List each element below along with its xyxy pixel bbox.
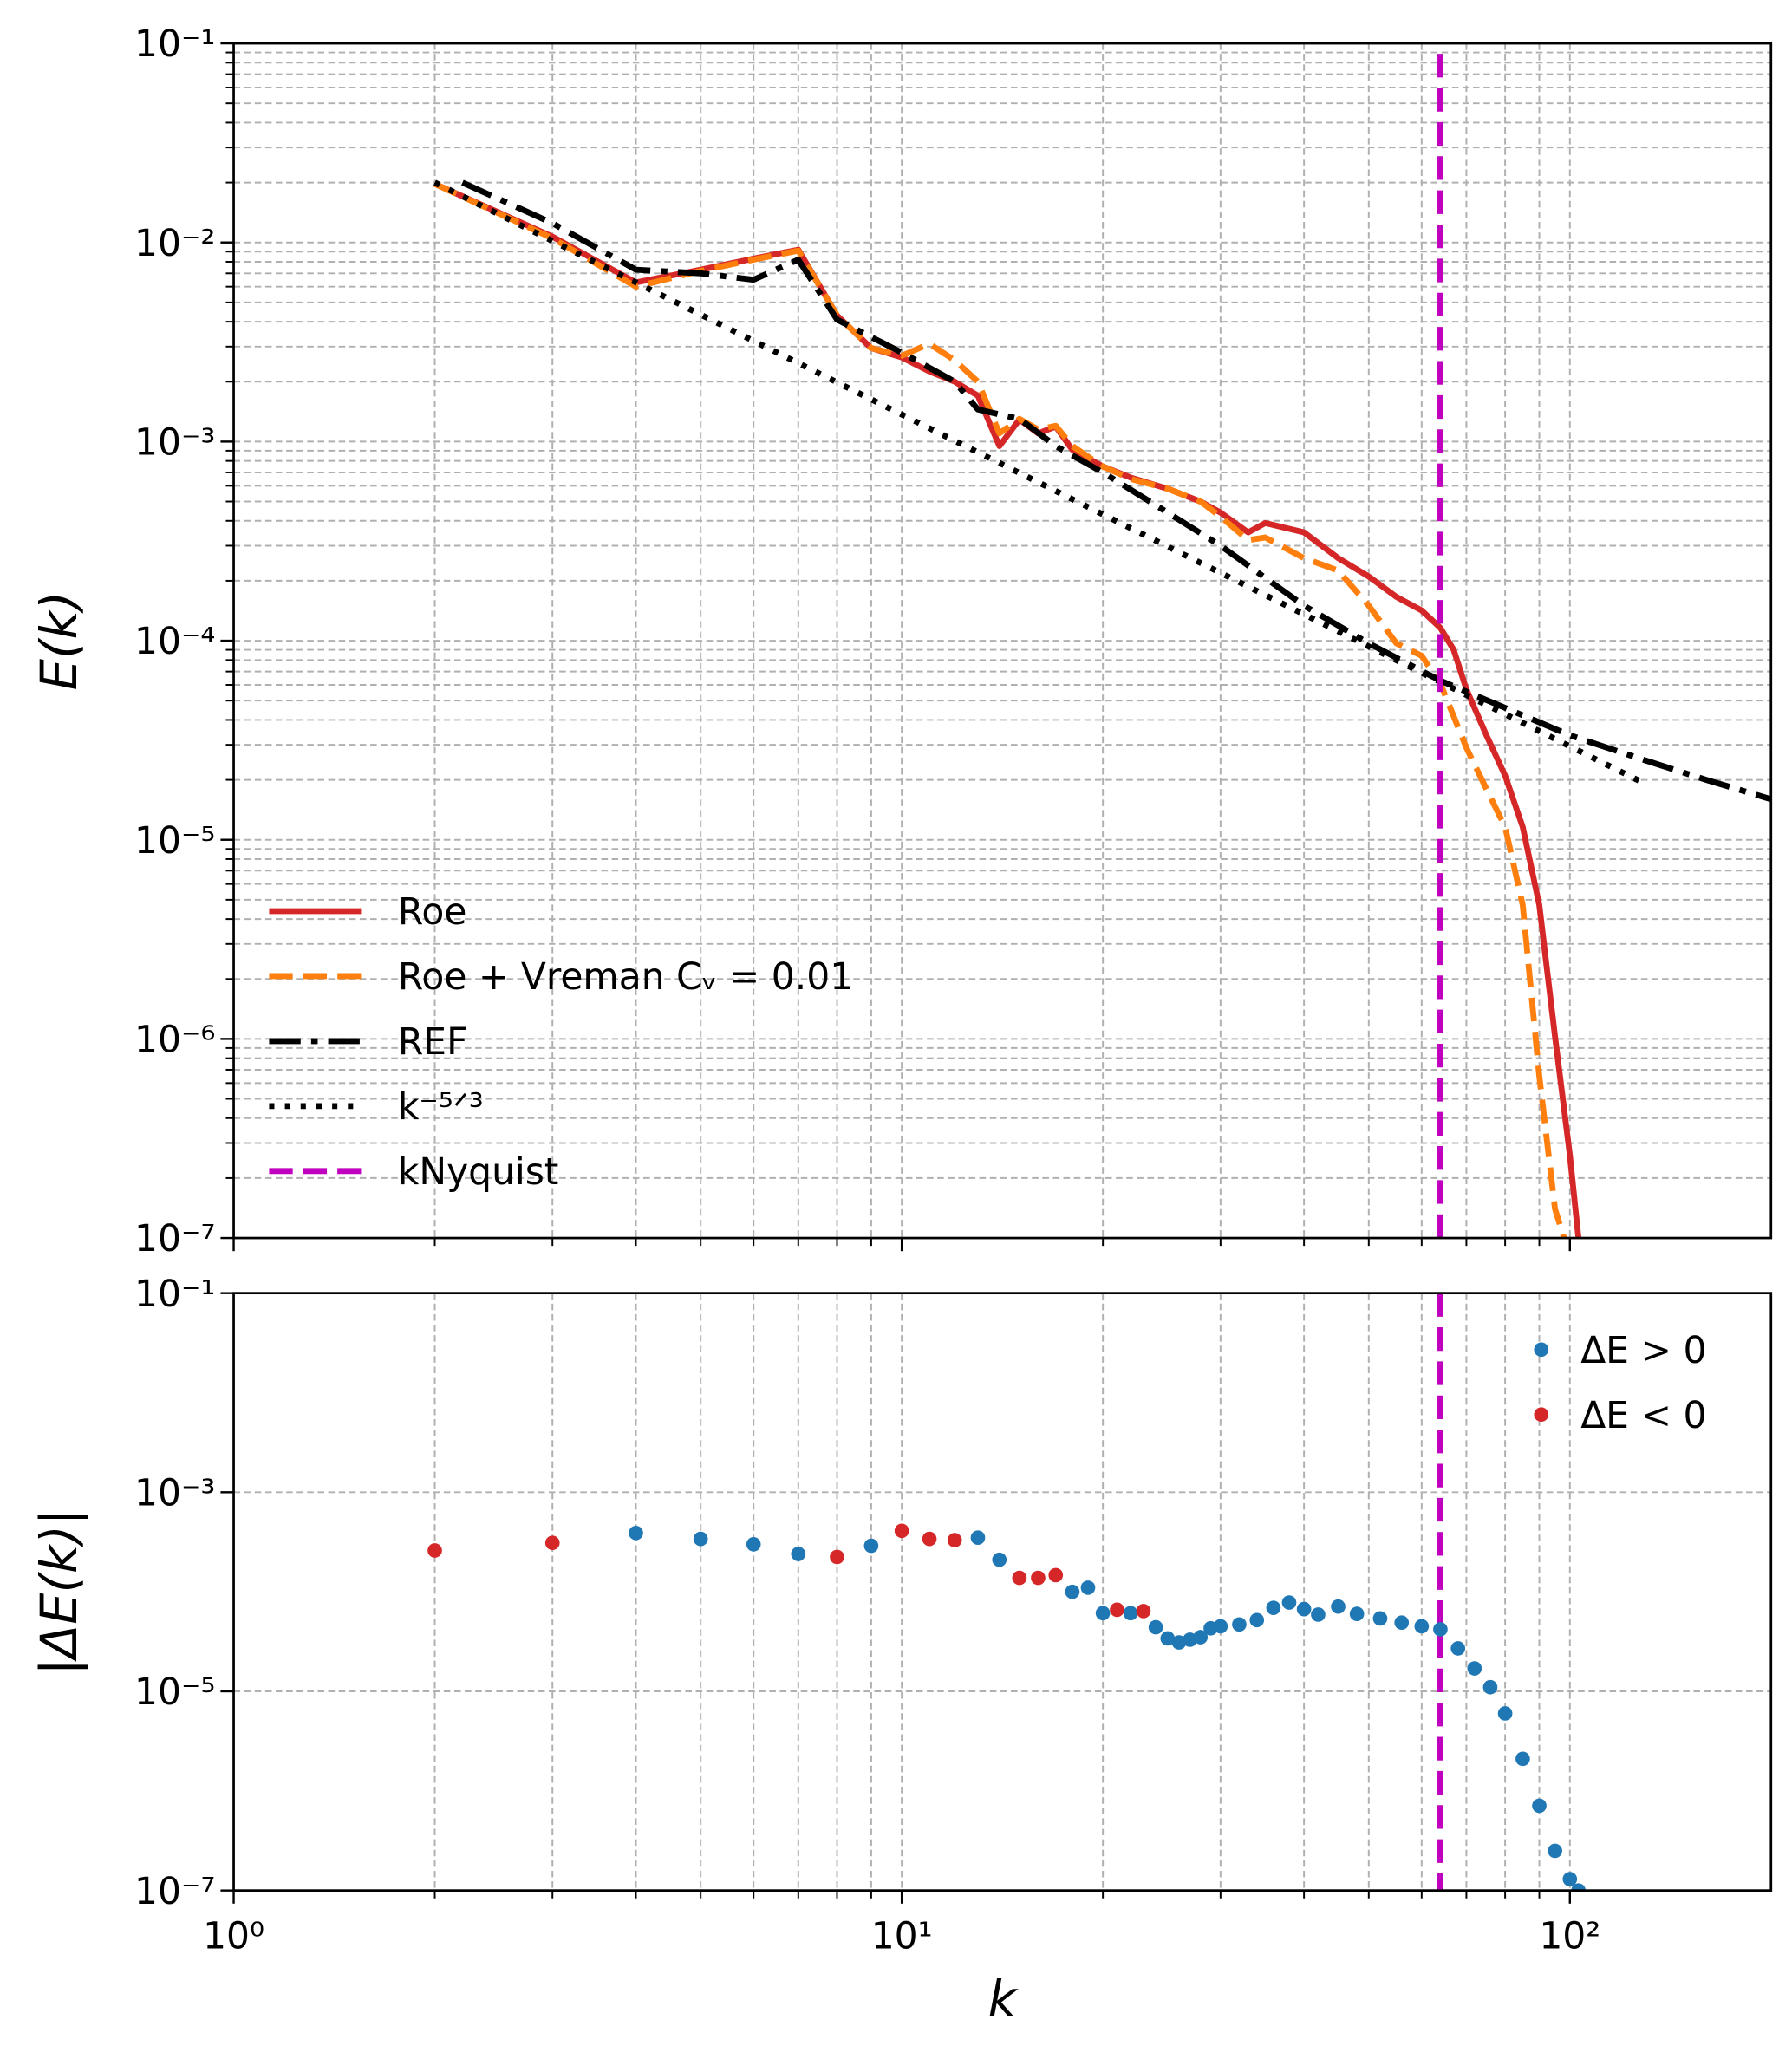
- scatter-point: [830, 1549, 844, 1565]
- scatter-point: [947, 1533, 962, 1547]
- scatter-point: [629, 1525, 643, 1541]
- scatter-point: [1372, 1611, 1388, 1626]
- scatter-point: [1331, 1599, 1346, 1614]
- scatter-point: [1296, 1601, 1312, 1617]
- scatter-point: [1080, 1580, 1096, 1595]
- x-axis-label: k: [987, 1971, 1019, 2029]
- y-tick-label: 10⁻⁵: [134, 819, 215, 862]
- scatter-point: [1311, 1607, 1326, 1622]
- legend-label: Roe + Vreman Cᵥ = 0.01: [398, 955, 853, 998]
- scatter-point: [1467, 1661, 1482, 1676]
- x-tick-label: 10¹: [871, 1914, 933, 1957]
- y-tick-label: 10⁻⁶: [134, 1019, 215, 1061]
- scatter-point: [1414, 1619, 1430, 1634]
- scatter-point: [1213, 1619, 1228, 1634]
- scatter-point: [1281, 1595, 1297, 1610]
- panel: 10⁰ 10¹ 10² 10⁻⁷ 10⁻⁵ 10⁻³ 10⁻¹ |ΔE(k)| k ΔE > 0 Δ…: [30, 1273, 1773, 2029]
- scatter-point: [693, 1531, 708, 1547]
- scatter-point: [1136, 1604, 1151, 1619]
- scatter-point: [1232, 1617, 1247, 1632]
- plot-area: [427, 1293, 1587, 1891]
- scatter-point: [1249, 1612, 1265, 1628]
- series-line: [433, 180, 1582, 1239]
- scatter-point: [1515, 1751, 1530, 1767]
- scatter-point: [922, 1531, 937, 1547]
- scatter-point: [992, 1552, 1007, 1567]
- scatter-point: [1562, 1872, 1578, 1886]
- legend-label: k⁻⁵ᐟ³: [398, 1085, 484, 1128]
- scatter-point: [1171, 1635, 1187, 1650]
- scatter-point: [544, 1535, 560, 1551]
- scatter-point: [1433, 1622, 1448, 1637]
- y-tick-label: 10⁻⁷: [134, 1870, 215, 1912]
- plot-area: [433, 43, 1771, 1239]
- y-tick-label: 10⁻⁷: [134, 1217, 215, 1260]
- y-tick-label: 10⁻³: [134, 421, 215, 464]
- scatter-point: [1532, 1798, 1547, 1814]
- scatter-point: [1349, 1606, 1365, 1621]
- scatter-point: [1450, 1641, 1466, 1656]
- scatter-point: [746, 1537, 761, 1552]
- x-tick-label: 10⁰: [203, 1914, 264, 1957]
- scatter-point: [970, 1530, 986, 1546]
- scatter-point: [1123, 1606, 1138, 1621]
- scatter-point: [894, 1523, 909, 1539]
- y-tick-label: 10⁻²: [134, 222, 215, 264]
- y-axis-label: E(k): [30, 591, 88, 691]
- axes-frame: [232, 1292, 1773, 1892]
- scatter-point: [1048, 1567, 1064, 1583]
- scatter-point: [1110, 1602, 1124, 1618]
- scatter-point: [1095, 1606, 1111, 1621]
- legend-label: ΔE > 0: [1580, 1329, 1706, 1371]
- scatter-point: [1148, 1619, 1163, 1635]
- scatter-point: [1497, 1706, 1513, 1721]
- y-tick-label: 10⁻⁵: [134, 1671, 215, 1713]
- scatter-point: [427, 1543, 442, 1558]
- y-axis-label: |ΔE(k)|: [30, 1508, 88, 1676]
- scatter-point: [1065, 1584, 1080, 1599]
- scatter-point: [1266, 1600, 1281, 1615]
- legend-label: Roe: [398, 890, 467, 933]
- panel: 10⁻⁷ 10⁻⁶ 10⁻⁵ 10⁻⁴ 10⁻³ 10⁻² 10⁻¹ E(k) Roe Roe +…: [30, 23, 1773, 1260]
- legend-label: REF: [398, 1020, 468, 1063]
- scatter-point: [1394, 1615, 1410, 1631]
- scatter-point: [863, 1538, 879, 1554]
- legend-swatch: [1534, 1407, 1549, 1423]
- scatter-point: [1482, 1679, 1498, 1695]
- series-line: [433, 181, 1567, 1239]
- scatter-point: [1548, 1843, 1562, 1859]
- scatter-point: [1031, 1570, 1046, 1586]
- legend-swatch: [1534, 1342, 1549, 1358]
- y-tick-label: 10⁻¹: [134, 1273, 215, 1315]
- y-tick-label: 10⁻³: [134, 1471, 215, 1514]
- axes-frame: [232, 42, 1773, 1240]
- scatter-point: [1160, 1631, 1176, 1646]
- x-tick-label: 10²: [1539, 1914, 1600, 1957]
- scatter-point: [1571, 1883, 1587, 1891]
- y-tick-label: 10⁻¹: [134, 23, 215, 65]
- scatter-point: [1193, 1630, 1209, 1645]
- y-tick-label: 10⁻⁴: [134, 620, 215, 662]
- scatter-point: [791, 1547, 806, 1561]
- scatter-point: [1012, 1570, 1027, 1586]
- legend-label: ΔE < 0: [1580, 1394, 1706, 1436]
- legend-label: kNyquist: [398, 1150, 559, 1193]
